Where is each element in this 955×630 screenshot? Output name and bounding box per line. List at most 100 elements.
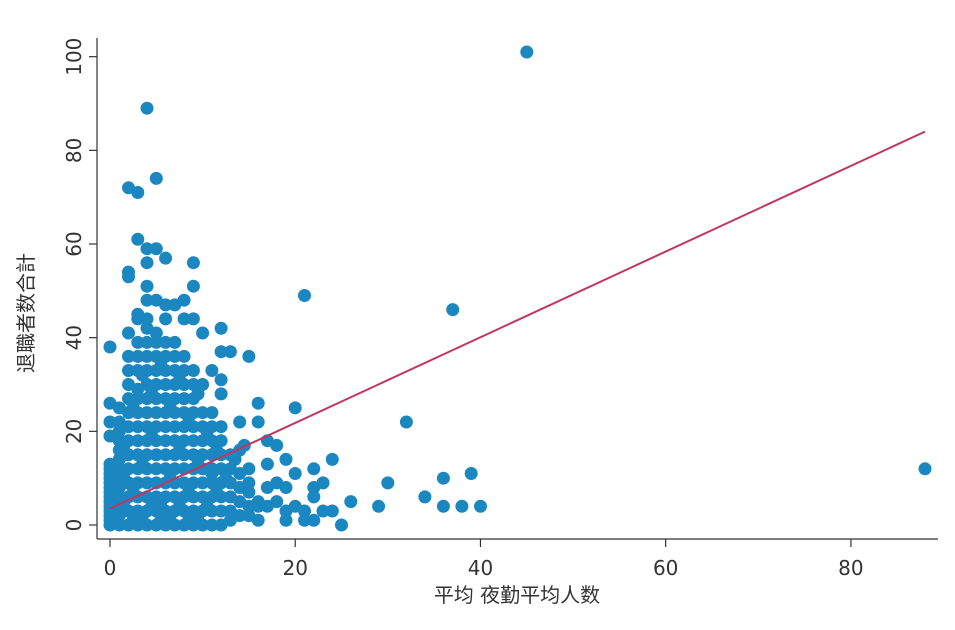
x-tick-label: 0 bbox=[104, 556, 117, 580]
data-point bbox=[145, 387, 159, 401]
data-point bbox=[140, 242, 154, 256]
y-tick-label: 0 bbox=[62, 519, 86, 532]
data-point bbox=[279, 452, 293, 466]
data-point bbox=[335, 518, 348, 532]
data-point bbox=[288, 401, 302, 415]
data-point bbox=[307, 462, 321, 476]
data-point bbox=[214, 373, 228, 387]
data-point bbox=[251, 415, 265, 429]
data-point bbox=[163, 509, 177, 523]
data-point bbox=[186, 279, 200, 293]
data-point bbox=[474, 499, 487, 513]
data-point bbox=[205, 364, 219, 377]
data-point bbox=[210, 485, 223, 499]
data-point bbox=[372, 499, 386, 513]
data-point bbox=[149, 171, 163, 185]
x-axis-title: 平均 夜勤平均人数 bbox=[434, 583, 600, 607]
data-point bbox=[418, 490, 432, 504]
data-point bbox=[186, 364, 200, 377]
data-point bbox=[298, 513, 311, 527]
data-point bbox=[122, 326, 135, 340]
data-point bbox=[251, 396, 265, 410]
x-tick-label: 20 bbox=[283, 556, 308, 580]
data-point bbox=[381, 476, 395, 490]
data-point bbox=[446, 303, 460, 317]
data-point bbox=[270, 438, 284, 452]
data-point bbox=[344, 495, 358, 509]
y-ticks: 0 20 40 60 80 100 bbox=[62, 38, 97, 532]
data-point bbox=[242, 485, 256, 499]
data-point bbox=[288, 467, 302, 480]
data-point bbox=[122, 349, 135, 363]
data-point bbox=[103, 415, 117, 429]
y-tick-label: 100 bbox=[62, 38, 86, 76]
data-point bbox=[140, 293, 154, 307]
data-point bbox=[260, 457, 274, 471]
data-point bbox=[316, 504, 330, 518]
data-point bbox=[159, 298, 173, 312]
data-point bbox=[122, 270, 135, 284]
data-point bbox=[307, 513, 321, 527]
data-point bbox=[918, 462, 932, 476]
data-point bbox=[205, 518, 219, 532]
data-point bbox=[214, 518, 228, 532]
data-point bbox=[200, 424, 214, 438]
data-point bbox=[149, 242, 163, 256]
data-point bbox=[270, 495, 284, 509]
data-point bbox=[149, 462, 163, 476]
data-point bbox=[173, 499, 186, 513]
data-point bbox=[316, 476, 330, 490]
data-point bbox=[436, 499, 450, 513]
data-point bbox=[131, 312, 145, 326]
data-point bbox=[163, 467, 177, 480]
data-point bbox=[214, 420, 228, 434]
data-point bbox=[288, 499, 302, 513]
data-point bbox=[182, 485, 196, 499]
data-point bbox=[455, 499, 469, 513]
data-point bbox=[186, 256, 200, 270]
data-point bbox=[228, 452, 242, 466]
y-axis-title: 退職者数合計 bbox=[14, 253, 38, 373]
data-point bbox=[233, 495, 247, 509]
data-point bbox=[159, 312, 173, 326]
data-point bbox=[131, 434, 145, 448]
data-point bbox=[159, 434, 173, 448]
data-point bbox=[191, 452, 205, 466]
data-point bbox=[325, 452, 339, 466]
data-point bbox=[325, 504, 339, 518]
data-point bbox=[159, 448, 173, 462]
data-point bbox=[307, 490, 321, 504]
data-point bbox=[168, 420, 182, 434]
data-point bbox=[159, 378, 173, 391]
data-point bbox=[173, 373, 186, 387]
data-point bbox=[260, 481, 274, 494]
data-point bbox=[140, 335, 154, 349]
data-point bbox=[126, 481, 140, 494]
data-point bbox=[149, 448, 163, 462]
data-point bbox=[214, 504, 228, 518]
data-point bbox=[399, 415, 413, 429]
data-point bbox=[149, 335, 163, 349]
data-point bbox=[196, 406, 210, 420]
data-point bbox=[159, 420, 173, 434]
data-point bbox=[135, 368, 149, 382]
data-point bbox=[140, 406, 154, 420]
data-point bbox=[159, 335, 173, 349]
data-point bbox=[219, 471, 233, 485]
y-tick-label: 20 bbox=[62, 419, 86, 444]
data-point bbox=[140, 321, 154, 335]
data-point bbox=[140, 101, 154, 115]
data-point bbox=[205, 462, 219, 476]
data-point bbox=[140, 349, 154, 363]
data-point bbox=[298, 289, 311, 302]
data-point bbox=[122, 420, 135, 434]
data-point bbox=[131, 335, 145, 349]
data-point bbox=[520, 45, 534, 59]
data-point bbox=[131, 232, 145, 246]
data-point bbox=[177, 392, 191, 406]
data-point bbox=[177, 349, 191, 363]
data-point bbox=[200, 499, 214, 513]
data-point bbox=[191, 387, 205, 401]
data-point bbox=[242, 462, 256, 476]
